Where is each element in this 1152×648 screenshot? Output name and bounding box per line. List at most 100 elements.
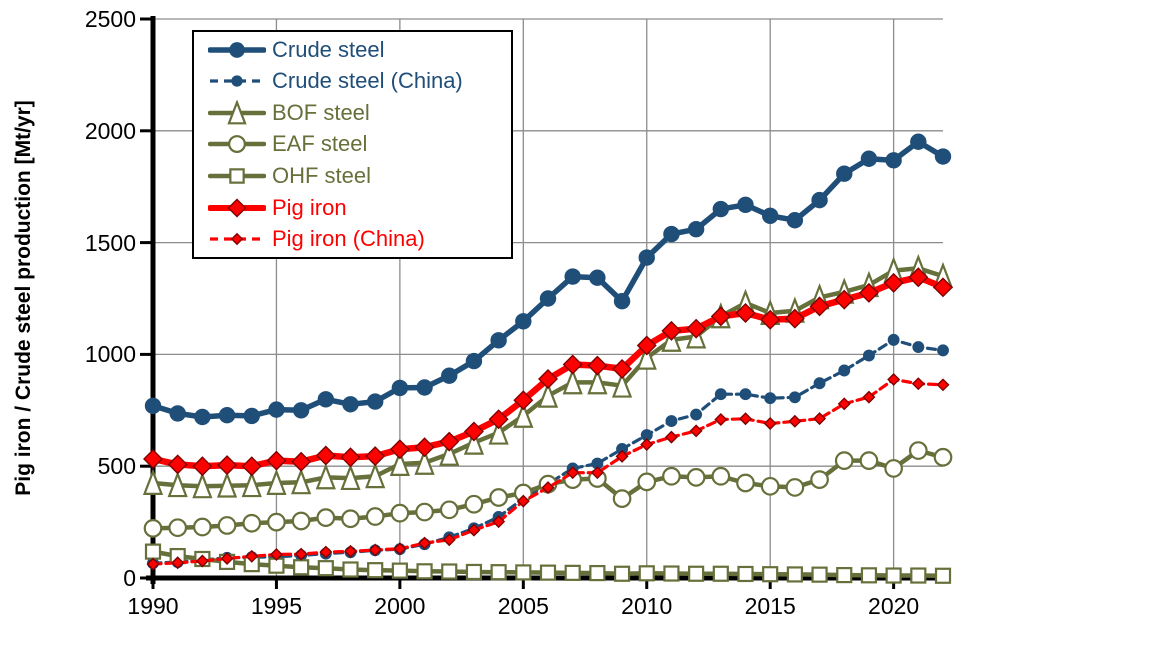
diamond-marker	[442, 533, 456, 547]
square-marker	[293, 559, 310, 576]
diamond-marker	[739, 412, 752, 426]
circle-marker	[934, 148, 952, 165]
circle-marker	[564, 268, 581, 285]
x-tick-label: 1995	[250, 593, 303, 619]
circle-marker	[489, 488, 508, 507]
diamond-marker	[883, 272, 904, 293]
square-marker	[712, 565, 729, 582]
x-tick-label: 2020	[868, 593, 920, 619]
circle-marker	[366, 393, 384, 410]
diamond-marker	[227, 198, 247, 218]
diamond-marker	[439, 431, 460, 452]
diamond-marker	[933, 277, 953, 298]
circle-marker	[884, 459, 903, 478]
circle-marker	[686, 468, 706, 487]
circle-marker	[737, 196, 754, 214]
diamond-marker	[192, 456, 213, 477]
diamond-marker	[710, 306, 731, 327]
circle-marker	[714, 388, 727, 401]
circle-marker	[242, 513, 262, 533]
legend-label: BOF steel	[272, 99, 370, 125]
diamond-marker	[612, 358, 633, 379]
square-marker	[391, 562, 408, 579]
diamond-marker	[566, 466, 580, 480]
diamond-marker	[936, 378, 950, 392]
square-marker	[836, 566, 853, 584]
circle-marker	[712, 200, 730, 218]
diamond-marker	[516, 494, 530, 508]
diamond-marker	[538, 369, 558, 389]
circle-marker	[439, 500, 459, 520]
circle-marker	[465, 352, 483, 370]
diamond-marker	[837, 397, 851, 411]
square-marker	[539, 564, 557, 581]
circle-marker	[908, 441, 928, 460]
circle-marker	[662, 466, 681, 486]
circle-marker	[267, 512, 286, 532]
triangle-marker	[389, 449, 410, 476]
diamond-marker	[418, 536, 432, 550]
legend-marker-eaf-steel	[208, 135, 266, 154]
diamond-marker	[590, 466, 604, 480]
circle-marker	[785, 478, 805, 497]
circle-marker	[663, 225, 680, 243]
square-marker	[663, 565, 680, 582]
diamond-marker	[636, 335, 657, 356]
diamond-marker	[167, 454, 188, 475]
square-marker	[762, 566, 779, 583]
series-crude-steel	[144, 133, 952, 426]
x-tick-label: 2000	[374, 593, 426, 619]
square-marker	[465, 563, 483, 581]
diamond-marker	[389, 439, 410, 460]
circle-marker	[169, 405, 186, 422]
circle-marker	[342, 396, 359, 413]
circle-marker	[813, 377, 826, 390]
diamond-marker	[241, 456, 262, 477]
triangle-marker	[636, 343, 657, 370]
legend-label: Pig iron (China)	[272, 226, 425, 252]
triangle-marker	[340, 463, 361, 491]
square-marker	[342, 561, 359, 578]
circle-marker	[690, 408, 703, 421]
circle-marker	[838, 364, 851, 377]
x-tick-label: 2015	[744, 593, 796, 619]
legend-item-bof-steel: BOF steel	[208, 97, 511, 128]
series-pig-iron-china	[146, 372, 950, 571]
circle-marker	[243, 407, 260, 425]
diamond-marker	[686, 318, 707, 339]
triangle-marker	[562, 368, 583, 395]
x-tick-label: 1990	[127, 593, 179, 619]
circle-marker	[739, 388, 752, 401]
diamond-marker	[245, 549, 259, 563]
square-marker	[317, 560, 334, 577]
diamond-marker	[230, 232, 244, 246]
circle-marker	[415, 502, 434, 522]
circle-marker	[788, 391, 801, 404]
triangle-marker	[365, 461, 386, 489]
triangle-marker	[291, 468, 312, 495]
series-eaf-steel	[143, 441, 953, 538]
circle-marker	[390, 503, 410, 523]
diamond-marker	[615, 449, 629, 463]
square-marker	[564, 564, 581, 581]
diamond-marker	[862, 390, 876, 404]
diamond-marker	[294, 547, 308, 561]
diamond-marker	[217, 455, 238, 476]
circle-marker	[589, 269, 606, 286]
circle-marker	[231, 75, 243, 88]
diamond-marker	[467, 523, 481, 537]
diamond-marker	[908, 267, 929, 288]
diamond-marker	[887, 372, 901, 386]
triangle-marker	[414, 448, 435, 475]
diamond-marker	[834, 289, 855, 310]
diamond-marker	[760, 309, 781, 330]
diamond-marker	[809, 296, 830, 317]
square-marker	[144, 543, 162, 560]
diamond-marker	[195, 554, 209, 568]
triangle-marker	[488, 418, 509, 445]
diamond-marker	[640, 438, 654, 452]
diamond-marker	[661, 320, 682, 341]
circle-marker	[228, 135, 246, 154]
